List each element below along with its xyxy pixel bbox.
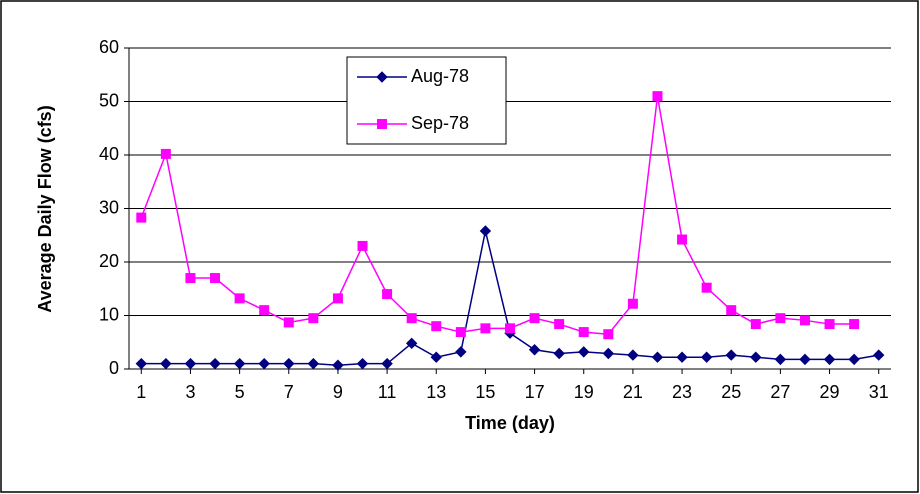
marker [603, 329, 614, 340]
marker [701, 282, 712, 293]
marker [233, 357, 246, 370]
marker [356, 357, 369, 370]
marker [307, 357, 320, 370]
legend-marker [377, 119, 387, 129]
marker [553, 347, 565, 360]
y-tick-label: 30 [99, 197, 119, 217]
marker [283, 317, 294, 328]
x-tick-label: 25 [721, 382, 741, 402]
x-tick-label: 11 [378, 382, 397, 402]
marker [799, 315, 810, 326]
marker [750, 351, 762, 363]
marker [849, 319, 860, 330]
y-tick-label: 50 [99, 90, 119, 110]
marker [528, 344, 541, 356]
marker [725, 349, 737, 361]
x-tick-label: 31 [869, 382, 889, 402]
marker [602, 347, 615, 360]
marker [234, 293, 245, 304]
x-axis-title: Time (day) [465, 413, 555, 433]
marker [505, 323, 515, 334]
marker [455, 327, 466, 338]
marker [578, 327, 589, 338]
marker [381, 357, 393, 370]
x-tick-label: 3 [185, 382, 195, 402]
marker [578, 346, 590, 358]
x-tick-label: 21 [623, 382, 643, 402]
marker [480, 323, 491, 334]
x-tick-label: 7 [284, 382, 294, 402]
marker [332, 293, 343, 304]
x-tick-label: 15 [475, 382, 495, 402]
marker [873, 349, 885, 361]
marker [259, 305, 270, 316]
legend-box [346, 56, 507, 145]
x-tick-label: 1 [136, 382, 146, 402]
marker [160, 148, 171, 159]
marker [750, 319, 761, 330]
marker [135, 357, 147, 370]
marker [332, 359, 344, 371]
y-tick-label: 0 [109, 358, 119, 378]
marker [382, 289, 393, 300]
marker [651, 351, 664, 363]
marker [283, 357, 295, 370]
x-tick-label: 9 [333, 382, 343, 402]
y-tick-label: 60 [99, 37, 119, 57]
marker [627, 349, 639, 361]
marker [185, 273, 196, 284]
marker [209, 357, 221, 370]
marker [676, 351, 688, 363]
marker [823, 353, 836, 366]
x-tick-label: 5 [235, 382, 245, 402]
marker [136, 212, 147, 223]
marker [405, 337, 418, 350]
legend-marker [376, 71, 388, 83]
x-tick-label: 23 [672, 382, 692, 402]
legend-label: Aug-78 [411, 66, 469, 86]
marker [430, 351, 442, 363]
marker [554, 319, 565, 330]
marker [308, 313, 319, 324]
marker [258, 357, 270, 370]
marker [677, 234, 688, 245]
y-tick-label: 40 [99, 144, 119, 164]
x-tick-label: 19 [574, 382, 594, 402]
marker [774, 353, 787, 366]
marker [726, 305, 737, 316]
marker [627, 298, 638, 309]
marker [799, 353, 811, 366]
marker [184, 357, 197, 370]
marker [455, 346, 467, 358]
marker [529, 313, 540, 324]
marker [431, 321, 442, 332]
marker [479, 225, 492, 237]
y-tick-label: 20 [99, 251, 119, 271]
marker [824, 319, 835, 330]
x-tick-label: 17 [525, 382, 545, 402]
marker [848, 353, 860, 366]
marker [775, 313, 786, 324]
y-tick-label: 10 [99, 304, 119, 324]
marker [160, 357, 172, 370]
x-tick-label: 13 [426, 382, 446, 402]
x-tick-label: 27 [770, 382, 790, 402]
marker [406, 313, 417, 324]
y-axis-title: Average Daily Flow (cfs) [35, 105, 55, 312]
x-tick-label: 29 [820, 382, 840, 402]
legend-label: Sep-78 [411, 113, 469, 133]
marker [357, 240, 368, 251]
marker [210, 273, 221, 284]
marker [700, 351, 713, 363]
marker [652, 91, 663, 102]
